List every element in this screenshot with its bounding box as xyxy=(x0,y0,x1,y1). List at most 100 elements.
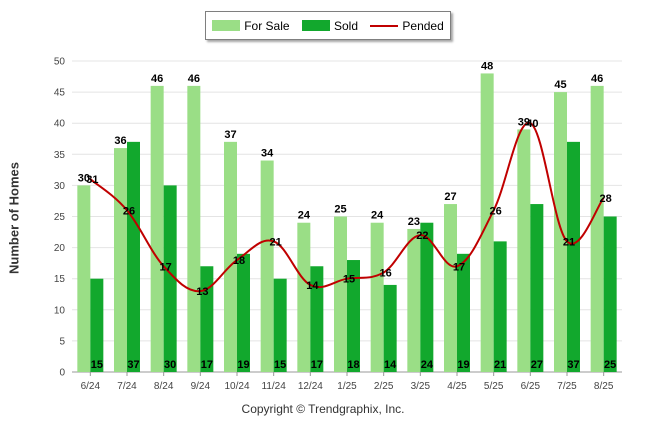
label-for-sale-7/24: 36 xyxy=(114,135,126,147)
label-pended-10/24: 18 xyxy=(233,255,245,267)
y-tick-label-50: 50 xyxy=(54,57,66,68)
legend-item-pended: Pended xyxy=(370,18,444,33)
label-sold-3/25: 24 xyxy=(421,359,434,371)
label-for-sale-5/25: 48 xyxy=(481,60,493,72)
label-pended-8/25: 28 xyxy=(600,193,612,205)
bar-for-sale-7/24 xyxy=(114,148,127,372)
y-tick-label-30: 30 xyxy=(54,181,66,192)
label-sold-6/24: 15 xyxy=(91,359,103,371)
bar-for-sale-8/24 xyxy=(150,85,164,372)
bar-sold-6/24 xyxy=(90,278,104,372)
bar-for-sale-7/25 xyxy=(554,92,567,372)
x-tick-label-11/24: 11/24 xyxy=(262,381,287,392)
bar-for-sale-11/24 xyxy=(260,160,274,372)
bar-sold-8/25 xyxy=(603,216,617,372)
label-for-sale-1/25: 25 xyxy=(334,204,346,216)
label-sold-7/25: 37 xyxy=(567,359,579,371)
x-tick-label-6/25: 6/25 xyxy=(521,381,541,392)
label-pended-5/25: 26 xyxy=(490,205,502,217)
label-sold-12/24: 17 xyxy=(311,359,323,371)
label-for-sale-6/25: 39 xyxy=(518,116,530,128)
chart-legend: For Sale Sold Pended xyxy=(205,11,451,40)
label-for-sale-3/25: 23 xyxy=(408,216,420,228)
label-pended-11/24: 21 xyxy=(270,236,282,248)
label-for-sale-7/25: 45 xyxy=(554,79,566,91)
label-sold-5/25: 21 xyxy=(494,359,506,371)
bar-for-sale-6/24 xyxy=(77,185,91,372)
bar-for-sale-1/25 xyxy=(334,216,347,372)
bar-for-sale-2/25 xyxy=(370,222,384,372)
y-tick-label-5: 5 xyxy=(59,336,65,347)
label-sold-1/25: 18 xyxy=(347,359,359,371)
label-pended-2/25: 16 xyxy=(380,267,392,279)
label-pended-7/25: 21 xyxy=(563,236,575,248)
x-tick-label-7/25: 7/25 xyxy=(557,381,577,392)
bar-sold-10/24 xyxy=(237,253,250,372)
bar-for-sale-12/24 xyxy=(297,222,311,372)
bar-sold-11/24 xyxy=(273,278,287,372)
y-tick-label-15: 15 xyxy=(54,274,66,285)
label-for-sale-9/24: 46 xyxy=(188,73,200,85)
y-tick-label-0: 0 xyxy=(59,368,65,379)
label-pended-8/24: 17 xyxy=(160,261,172,273)
label-sold-9/24: 17 xyxy=(201,359,213,371)
x-tick-label-5/25: 5/25 xyxy=(484,381,504,392)
y-tick-label-35: 35 xyxy=(54,150,66,161)
x-tick-label-9/24: 9/24 xyxy=(191,381,211,392)
label-sold-8/24: 30 xyxy=(164,359,176,371)
y-tick-label-25: 25 xyxy=(54,212,66,223)
label-for-sale-2/25: 24 xyxy=(371,210,384,222)
x-tick-label-4/25: 4/25 xyxy=(447,381,467,392)
bar-sold-1/25 xyxy=(347,260,360,372)
bar-sold-7/25 xyxy=(567,141,580,372)
label-sold-11/24: 15 xyxy=(274,359,286,371)
x-tick-label-7/24: 7/24 xyxy=(117,381,137,392)
label-for-sale-11/24: 34 xyxy=(261,148,274,160)
bar-for-sale-4/25 xyxy=(444,204,457,372)
bar-for-sale-8/25 xyxy=(590,85,604,372)
bar-sold-9/24 xyxy=(200,266,214,372)
copyright-text: Copyright © Trendgraphix, Inc. xyxy=(241,402,405,416)
label-pended-7/24: 26 xyxy=(123,205,135,217)
legend-label-pended: Pended xyxy=(402,18,444,33)
label-for-sale-10/24: 37 xyxy=(224,129,236,141)
label-pended-1/25: 15 xyxy=(343,274,355,286)
bar-for-sale-9/24 xyxy=(187,85,201,372)
x-tick-label-6/24: 6/24 xyxy=(81,381,101,392)
bar-for-sale-10/24 xyxy=(224,141,237,372)
x-tick-label-8/24: 8/24 xyxy=(154,381,174,392)
x-tick-label-8/25: 8/25 xyxy=(594,381,614,392)
label-for-sale-6/24: 30 xyxy=(78,172,90,184)
x-tick-label-12/24: 12/24 xyxy=(298,381,323,392)
legend-swatch-for-sale xyxy=(212,20,241,31)
y-tick-label-40: 40 xyxy=(54,119,66,130)
x-tick-label-10/24: 10/24 xyxy=(224,381,249,392)
legend-item-sold: Sold xyxy=(301,18,358,33)
label-sold-6/25: 27 xyxy=(531,359,543,371)
label-pended-9/24: 13 xyxy=(196,286,208,298)
bar-for-sale-3/25 xyxy=(407,228,421,372)
label-sold-8/25: 25 xyxy=(604,359,616,371)
bar-sold-3/25 xyxy=(420,222,434,372)
y-tick-label-45: 45 xyxy=(54,88,66,99)
label-for-sale-4/25: 27 xyxy=(444,191,456,203)
label-for-sale-8/24: 46 xyxy=(151,73,163,85)
legend-label-sold: Sold xyxy=(333,18,358,33)
line-pended xyxy=(89,122,605,293)
y-tick-label-10: 10 xyxy=(54,305,66,316)
bar-sold-12/24 xyxy=(310,266,324,372)
bar-sold-8/24 xyxy=(163,185,177,372)
x-tick-label-3/25: 3/25 xyxy=(411,381,431,392)
bar-sold-7/24 xyxy=(127,141,140,372)
bar-sold-6/25 xyxy=(530,204,544,372)
y-tick-label-20: 20 xyxy=(54,243,66,254)
label-sold-2/25: 14 xyxy=(384,359,397,371)
label-pended-3/25: 22 xyxy=(416,230,428,242)
bar-sold-5/25 xyxy=(493,241,507,372)
label-pended-6/24: 31 xyxy=(86,174,98,186)
legend-label-for-sale: For Sale xyxy=(244,18,290,33)
x-tick-label-1/25: 1/25 xyxy=(337,381,357,392)
bar-for-sale-6/25 xyxy=(517,129,531,372)
legend-swatch-sold xyxy=(301,20,330,31)
